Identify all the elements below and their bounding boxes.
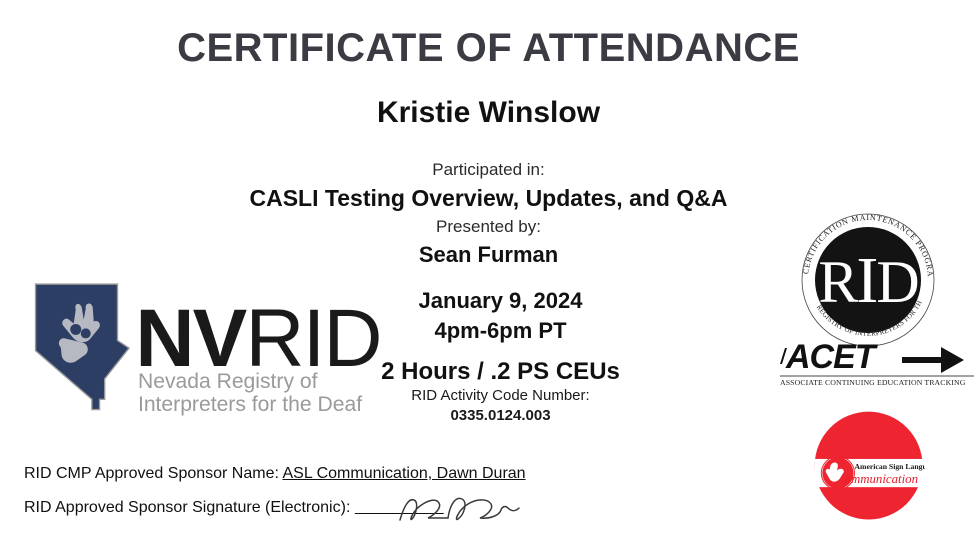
svg-text:ACET: ACET [785, 338, 879, 376]
svg-text:American Sign Language: American Sign Language [854, 462, 925, 471]
svg-text:Interpreters for the Deaf: Interpreters for the Deaf [138, 393, 362, 416]
svg-text:Nevada Registry of: Nevada Registry of [138, 370, 318, 393]
svg-text:ommunication: ommunication [845, 472, 919, 486]
svg-text:ASSOCIATE CONTINUING EDUCATION: ASSOCIATE CONTINUING EDUCATION TRACKING [780, 378, 966, 386]
svg-text:RID: RID [818, 244, 917, 317]
